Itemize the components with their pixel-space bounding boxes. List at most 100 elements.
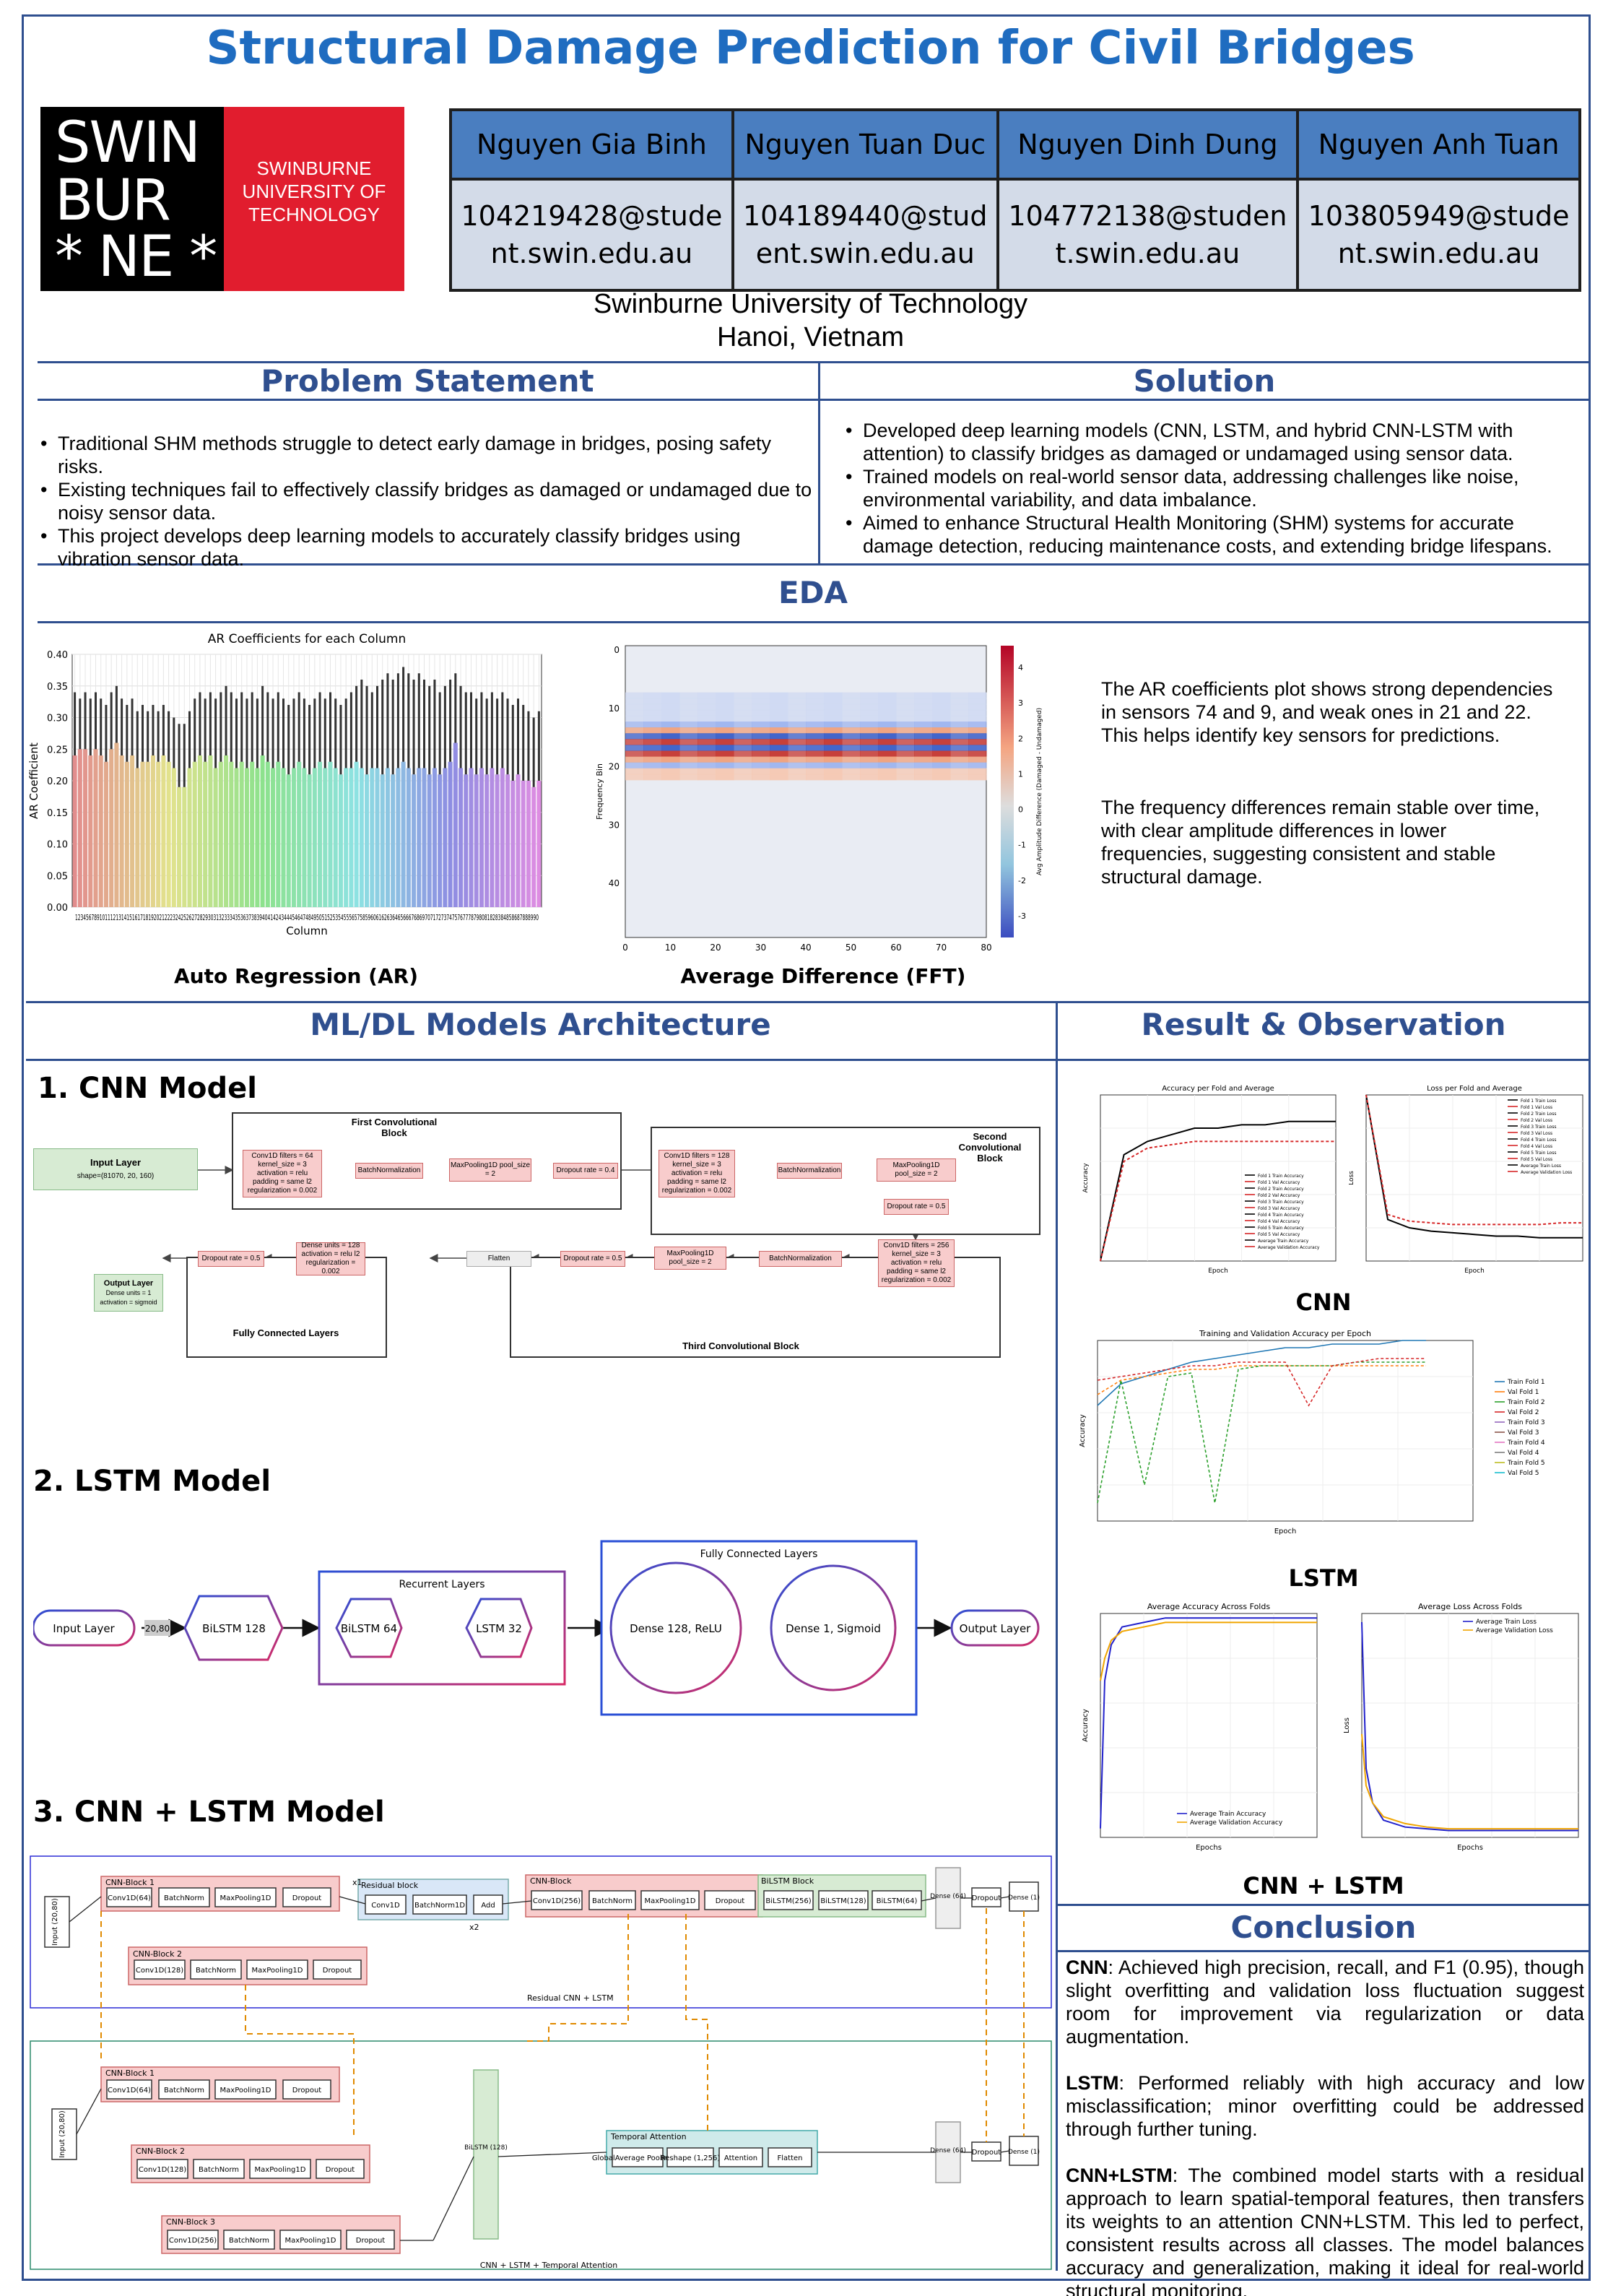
x-axis-label: Epoch: [1274, 1528, 1297, 1535]
author-name: Nguyen Dinh Dung: [996, 108, 1300, 181]
dropout-node-label: Dropout: [716, 1897, 745, 1905]
heatmap-cell: [842, 715, 861, 722]
divider: [38, 621, 1589, 623]
heatmap-cell: [625, 727, 644, 734]
bar: [166, 761, 171, 907]
heatmap-cell: [643, 768, 662, 775]
cnn-first-block-label: First Convolutional Block: [351, 1117, 438, 1138]
heatmap-cell: [878, 750, 897, 758]
bar: [161, 755, 166, 907]
cnn-maxpool-node: MaxPooling1D pool_size = 2: [449, 1158, 531, 1182]
heatmap-cell: [860, 703, 879, 711]
reshape-node-label: Reshape (1,256): [661, 2154, 721, 2162]
heatmap-cell: [878, 774, 897, 781]
heatmap-cell: [878, 768, 897, 775]
flatten-node: [768, 2147, 812, 2167]
heatmap-cell: [625, 698, 644, 705]
heatmap-cell: [643, 745, 662, 751]
bar: [401, 761, 406, 907]
heatmap-cell: [878, 745, 897, 751]
heatmap-cell: [661, 733, 680, 740]
heatmap-cell: [716, 774, 734, 781]
heatmap-cell: [878, 709, 897, 716]
bar: [495, 774, 500, 907]
bar: [114, 742, 119, 907]
heatmap-cell: [878, 703, 897, 711]
bar: [83, 749, 88, 907]
series-line: [1097, 1340, 1426, 1406]
conclusion-cnn-text: : Achieved high precision, recall, and F…: [1066, 1957, 1584, 2048]
x-axis-label: Epochs: [1196, 1844, 1222, 1852]
heatmap-cell: [770, 768, 788, 775]
bar: [443, 768, 448, 907]
bar: [145, 761, 150, 907]
hybrid-result-caption: CNN + LSTM: [1243, 1872, 1404, 1899]
heatmap-cell: [860, 698, 879, 705]
heatmap-cell: [842, 750, 861, 758]
series-line: [1100, 1617, 1317, 1829]
x2-label: x2: [469, 1923, 479, 1932]
bar: [406, 768, 411, 907]
heatmap-cell: [824, 733, 843, 740]
heatmap-cell: [679, 703, 698, 711]
maxpool-node: [640, 1890, 700, 1910]
heatmap-cell: [860, 709, 879, 716]
heatmap-cell: [968, 715, 987, 722]
heatmap-cell: [842, 709, 861, 716]
chart-title: Average Loss Across Folds: [1418, 1602, 1522, 1611]
legend-entry: Fold 4 Val Accuracy: [1258, 1219, 1300, 1224]
legend-entry: Fold 3 Train Loss: [1521, 1125, 1556, 1130]
divider: [1058, 1904, 1589, 1906]
conv-node: [134, 1959, 186, 1980]
conclusion-body: CNN: Achieved high precision, recall, an…: [1066, 1956, 1584, 2296]
fft-caption: Average Difference (FFT): [680, 964, 966, 988]
dense1-label: Dense (1): [1008, 1894, 1040, 1902]
heatmap-cell: [643, 727, 662, 734]
heatmap-cell: [932, 768, 951, 775]
x-tick-label: 30: [755, 943, 766, 950]
y-axis-label: Accuracy: [1082, 1163, 1090, 1193]
bar: [427, 774, 432, 907]
conv-node: [365, 1894, 407, 1915]
flow-arrow: [433, 2156, 474, 2241]
heatmap-cell: [661, 762, 680, 769]
bar: [396, 768, 401, 907]
bar: [302, 768, 307, 907]
cnn-block1-title: CNN-Block 1: [105, 1878, 155, 1887]
lstm-bilstm64-node: [335, 1598, 403, 1658]
cnn-dropout-node: Dropout rate = 0.4: [553, 1163, 618, 1179]
x-tick-labels: 1234567891011121314151617181920212223242…: [75, 913, 539, 922]
legend-entry: Average Validation Loss: [1521, 1170, 1572, 1175]
bilstm-vertical-label: BiLSTM (128): [464, 2144, 508, 2152]
heatmap-cell: [914, 768, 933, 775]
heatmap-cell: [752, 750, 770, 758]
heatmap-cell: [788, 733, 807, 740]
bar: [448, 761, 453, 907]
bar: [224, 755, 229, 907]
heatmap-cell: [842, 703, 861, 711]
heatmap-cell: [770, 733, 788, 740]
cnn-maxpool-node: MaxPooling1D pool_size = 2: [877, 1158, 956, 1182]
heatmap-cell: [770, 698, 788, 705]
heatmap-cell: [950, 756, 969, 763]
y-tick-label: 0.30: [47, 714, 68, 724]
heatmap-cell: [625, 733, 644, 740]
lstm-input-node: [33, 1609, 136, 1647]
legend-entry: Fold 2 Val Loss: [1521, 1118, 1552, 1123]
logo-wordmark-line-2: BUR: [55, 168, 171, 233]
heatmap-cell: [950, 722, 969, 728]
author-email-line: 104189440@stud: [743, 200, 988, 232]
heatmap-cell: [716, 750, 734, 758]
author-name: Nguyen Anh Tuan: [1296, 108, 1581, 181]
bar: [218, 761, 223, 907]
input-node: [51, 2108, 77, 2160]
heatmap-cell: [697, 745, 716, 751]
bilstm-node: [818, 1890, 869, 1910]
heatmap-cell: [950, 733, 969, 740]
conclusion-cnn-label: CNN: [1066, 1957, 1108, 1978]
lstm-bilstm128-label: BiLSTM 128: [202, 1622, 266, 1635]
input-label: Input (20,80): [51, 1898, 59, 1946]
heatmap-cell: [932, 709, 951, 716]
heatmap-cell: [914, 750, 933, 758]
legend-entry: Fold 3 Val Loss: [1521, 1131, 1552, 1136]
